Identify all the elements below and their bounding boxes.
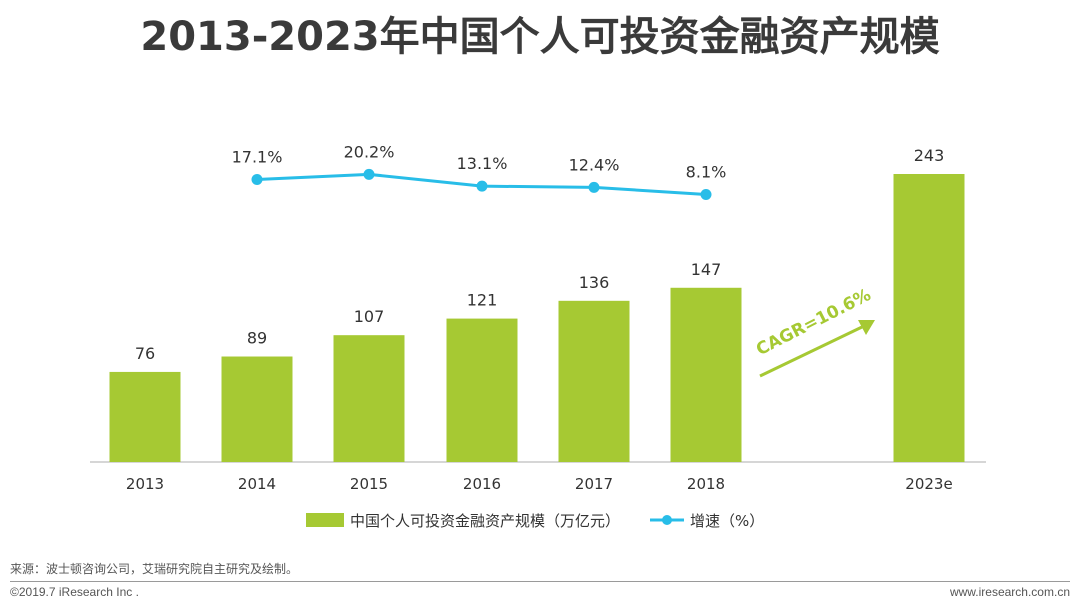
x-tick-label-2015: 2015 (350, 475, 388, 493)
bar-2014 (221, 356, 293, 462)
footer-divider (10, 581, 1070, 582)
cagr-arrow-line (759, 325, 863, 378)
cagr-arrow-head (858, 320, 875, 335)
x-tick-label-2017: 2017 (575, 475, 613, 493)
bar-2015 (333, 335, 405, 462)
copyright: ©2019.7 iResearch Inc . (10, 585, 139, 599)
growth-label-2017: 12.4% (569, 155, 620, 174)
growth-label-2015: 20.2% (344, 142, 395, 161)
source-note: 来源：波士顿咨询公司，艾瑞研究院自主研究及绘制。 (10, 562, 299, 576)
legend-bar-swatch (306, 513, 344, 527)
legend-line-label: 增速（%） (690, 512, 764, 530)
chart-title: 2013-2023年中国个人可投资金融资产规模 (140, 14, 940, 60)
bar-value-label-2017: 136 (579, 273, 610, 292)
website-url: www.iresearch.com.cn (949, 585, 1070, 599)
growth-label-2018: 8.1% (686, 163, 727, 182)
growth-point-2014 (251, 173, 263, 185)
x-tick-label-2018: 2018 (687, 475, 725, 493)
x-tick-label-2013: 2013 (126, 475, 164, 493)
bar-value-label-2016: 121 (467, 291, 498, 310)
bar-value-label-2018: 147 (691, 260, 722, 279)
bar-2013 (109, 371, 181, 462)
x-tick-label-2016: 2016 (463, 475, 501, 493)
growth-point-2017 (588, 181, 600, 193)
x-tick-label-2023e: 2023e (905, 475, 952, 493)
growth-point-2018 (700, 189, 712, 200)
growth-point-2016 (476, 180, 488, 192)
bar-value-label-2023e: 243 (914, 146, 945, 165)
growth-label-2014: 17.1% (232, 147, 283, 166)
bar-2016 (446, 318, 518, 462)
bar-value-label-2014: 89 (247, 329, 267, 348)
x-tick-label-2014: 2014 (238, 475, 276, 493)
bar-2017 (558, 300, 630, 462)
growth-point-2015 (363, 168, 375, 180)
legend-bar-label: 中国个人可投资金融资产规模（万亿元） (350, 512, 620, 530)
bar-value-label-2015: 107 (354, 307, 385, 326)
growth-label-2016: 13.1% (457, 154, 508, 173)
bar-2023e (893, 174, 965, 462)
legend-line-marker (662, 515, 672, 525)
bar-value-label-2013: 76 (135, 344, 155, 363)
bar-2018 (670, 287, 742, 462)
